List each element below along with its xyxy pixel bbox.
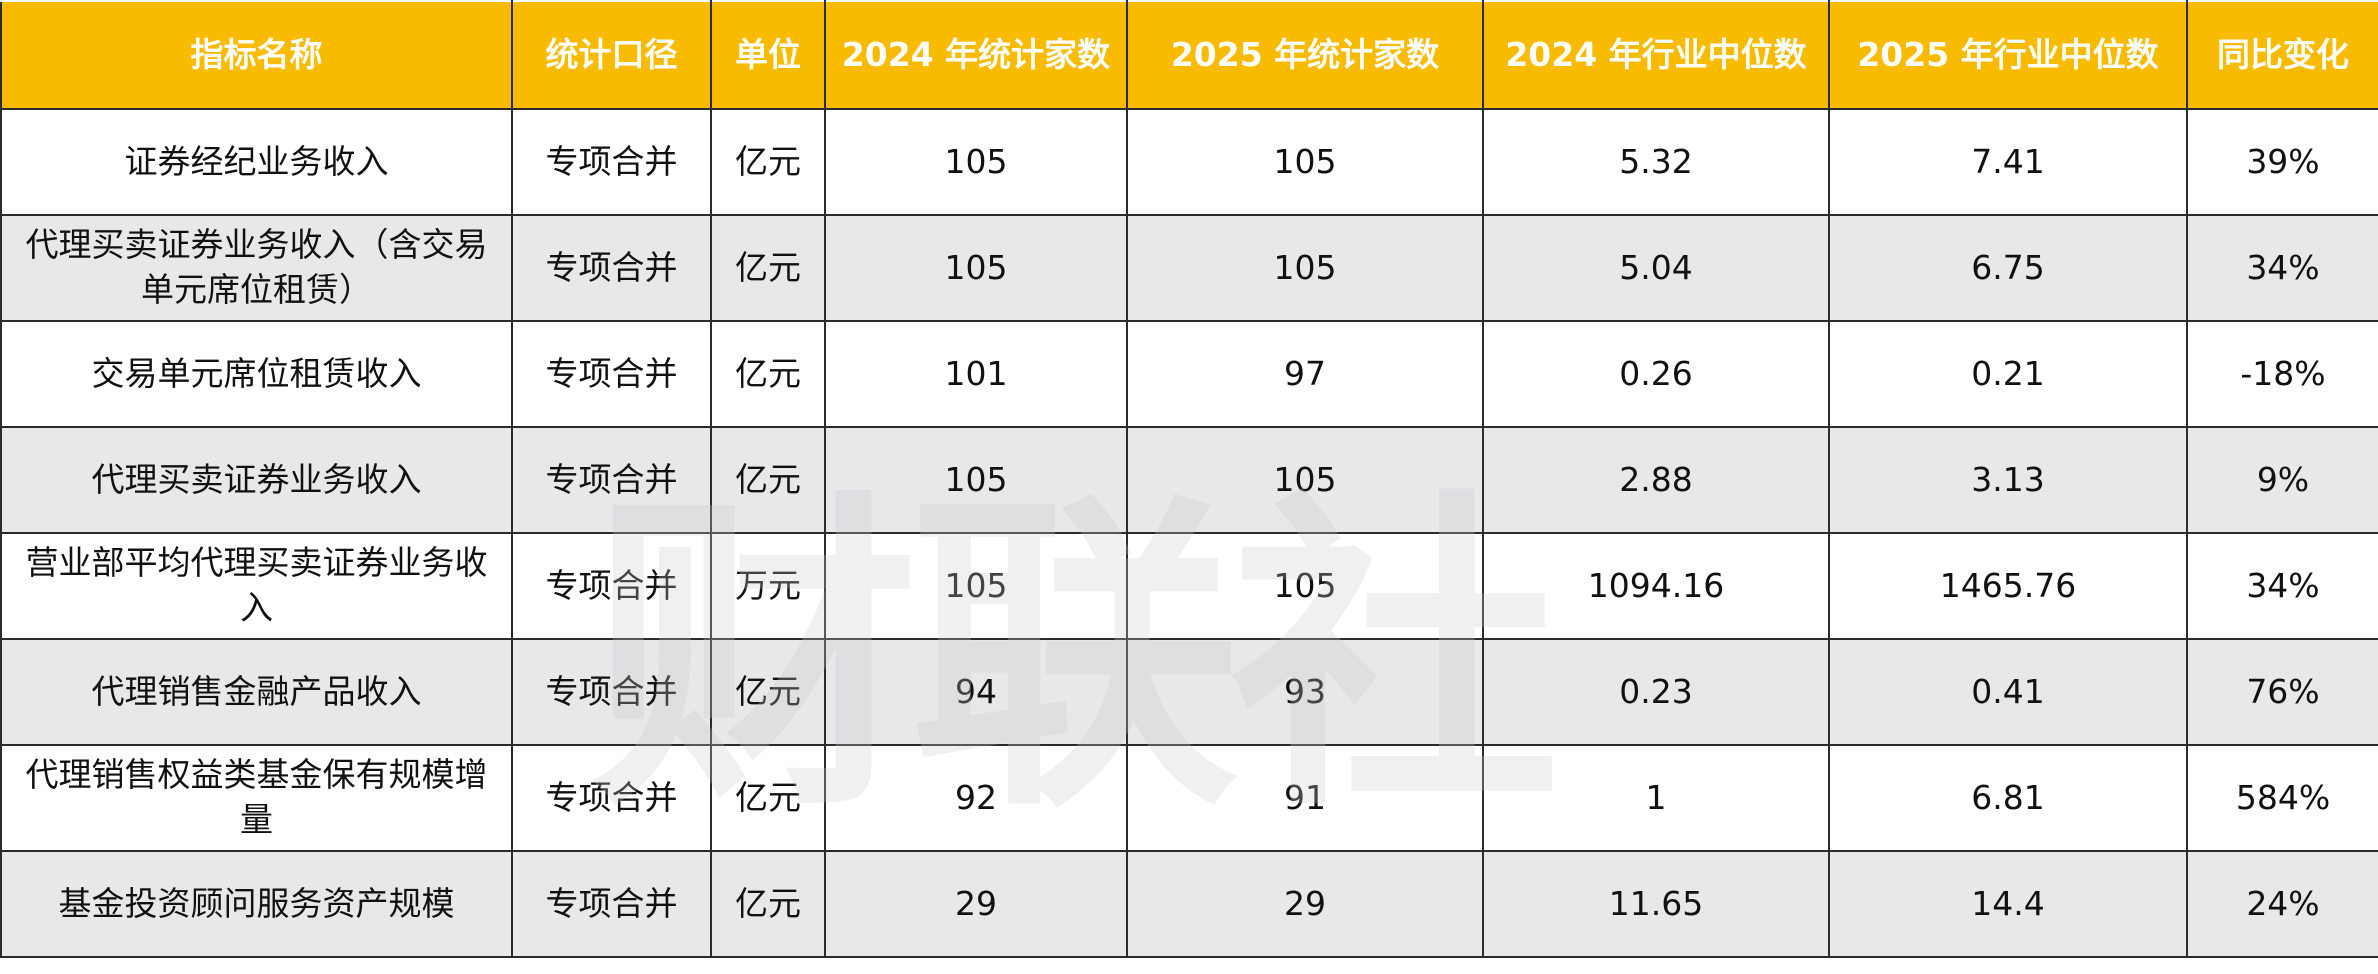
table-cell: 94 [824, 638, 1128, 746]
header-row: 指标名称 统计口径 单位 2024 年统计家数 2025 年统计家数 2024 年行业中位… [0, 0, 2378, 110]
header-cell: 2024 年行业中位数 [1482, 0, 1830, 110]
table-cell: 0.26 [1482, 320, 1830, 428]
table-cell: 39% [2186, 108, 2378, 216]
table-cell: 105 [824, 108, 1128, 216]
table-cell: 29 [824, 850, 1128, 958]
header-cell: 指标名称 [0, 0, 513, 110]
table-cell: 105 [1126, 108, 1484, 216]
table-cell: 29 [1126, 850, 1484, 958]
table-cell: 0.41 [1828, 638, 2188, 746]
header-cell: 同比变化 [2186, 0, 2378, 110]
table-row: 交易单元席位租赁收入 专项合并 亿元 101 97 0.26 0.21 -18% [0, 320, 2378, 428]
table-cell: 105 [824, 426, 1128, 534]
table-cell: 万元 [710, 532, 826, 640]
table-cell: 专项合并 [511, 532, 712, 640]
table-cell: 1465.76 [1828, 532, 2188, 640]
table-cell: 专项合并 [511, 214, 712, 322]
table-cell: 6.75 [1828, 214, 2188, 322]
table-cell: 营业部平均代理买卖证券业务收入 [0, 532, 513, 640]
table-cell: 105 [1126, 214, 1484, 322]
header-cell: 2025 年统计家数 [1126, 0, 1484, 110]
table-cell: 11.65 [1482, 850, 1830, 958]
table-cell: 亿元 [710, 744, 826, 852]
table-cell: -18% [2186, 320, 2378, 428]
table-cell: 24% [2186, 850, 2378, 958]
table-cell: 584% [2186, 744, 2378, 852]
table-cell: 92 [824, 744, 1128, 852]
table-cell: 105 [824, 214, 1128, 322]
table-row: 代理买卖证券业务收入（含交易单元席位租赁） 专项合并 亿元 105 105 5.04 6.7… [0, 214, 2378, 322]
header-cell: 统计口径 [511, 0, 712, 110]
table-body: 证券经纪业务收入 专项合并 亿元 105 105 5.32 7.41 39% 代理买卖证券业务收… [0, 108, 2378, 958]
table-cell: 101 [824, 320, 1128, 428]
table-cell: 亿元 [710, 214, 826, 322]
table-cell: 代理买卖证券业务收入 [0, 426, 513, 534]
table-cell: 专项合并 [511, 744, 712, 852]
table-cell: 105 [1126, 426, 1484, 534]
table-cell: 3.13 [1828, 426, 2188, 534]
table-cell: 34% [2186, 214, 2378, 322]
table-cell: 专项合并 [511, 426, 712, 534]
table-cell: 9% [2186, 426, 2378, 534]
table-cell: 93 [1126, 638, 1484, 746]
table-cell: 亿元 [710, 638, 826, 746]
table-cell: 5.32 [1482, 108, 1830, 216]
table-cell: 亿元 [710, 850, 826, 958]
table-cell: 亿元 [710, 426, 826, 534]
table-row: 代理销售权益类基金保有规模增量 专项合并 亿元 92 91 1 6.81 584% [0, 744, 2378, 852]
header-cell: 2024 年统计家数 [824, 0, 1128, 110]
header-cell: 单位 [710, 0, 826, 110]
table-cell: 105 [1126, 532, 1484, 640]
table-cell: 专项合并 [511, 638, 712, 746]
table-cell: 34% [2186, 532, 2378, 640]
table-cell: 105 [824, 532, 1128, 640]
table-cell: 代理销售权益类基金保有规模增量 [0, 744, 513, 852]
table-cell: 6.81 [1828, 744, 2188, 852]
table-cell: 1094.16 [1482, 532, 1830, 640]
table-cell: 7.41 [1828, 108, 2188, 216]
table-cell: 专项合并 [511, 108, 712, 216]
table-row: 基金投资顾问服务资产规模 专项合并 亿元 29 29 11.65 14.4 24% [0, 850, 2378, 958]
table-cell: 专项合并 [511, 850, 712, 958]
header-cell: 2025 年行业中位数 [1828, 0, 2188, 110]
table-row: 代理销售金融产品收入 专项合并 亿元 94 93 0.23 0.41 76% [0, 638, 2378, 746]
table-cell: 证券经纪业务收入 [0, 108, 513, 216]
table-cell: 亿元 [710, 320, 826, 428]
table-cell: 亿元 [710, 108, 826, 216]
table-cell: 0.21 [1828, 320, 2188, 428]
table-cell: 1 [1482, 744, 1830, 852]
table-cell: 专项合并 [511, 320, 712, 428]
table-cell: 2.88 [1482, 426, 1830, 534]
table-row: 证券经纪业务收入 专项合并 亿元 105 105 5.32 7.41 39% [0, 108, 2378, 216]
table-cell: 代理销售金融产品收入 [0, 638, 513, 746]
table-cell: 14.4 [1828, 850, 2188, 958]
table-cell: 代理买卖证券业务收入（含交易单元席位租赁） [0, 214, 513, 322]
table-cell: 0.23 [1482, 638, 1830, 746]
table-cell: 交易单元席位租赁收入 [0, 320, 513, 428]
table-cell: 5.04 [1482, 214, 1830, 322]
table-row: 代理买卖证券业务收入 专项合并 亿元 105 105 2.88 3.13 9% [0, 426, 2378, 534]
table-cell: 76% [2186, 638, 2378, 746]
table-cell: 91 [1126, 744, 1484, 852]
table-row: 营业部平均代理买卖证券业务收入 专项合并 万元 105 105 1094.16 1465.7… [0, 532, 2378, 640]
table-cell: 基金投资顾问服务资产规模 [0, 850, 513, 958]
table-cell: 97 [1126, 320, 1484, 428]
